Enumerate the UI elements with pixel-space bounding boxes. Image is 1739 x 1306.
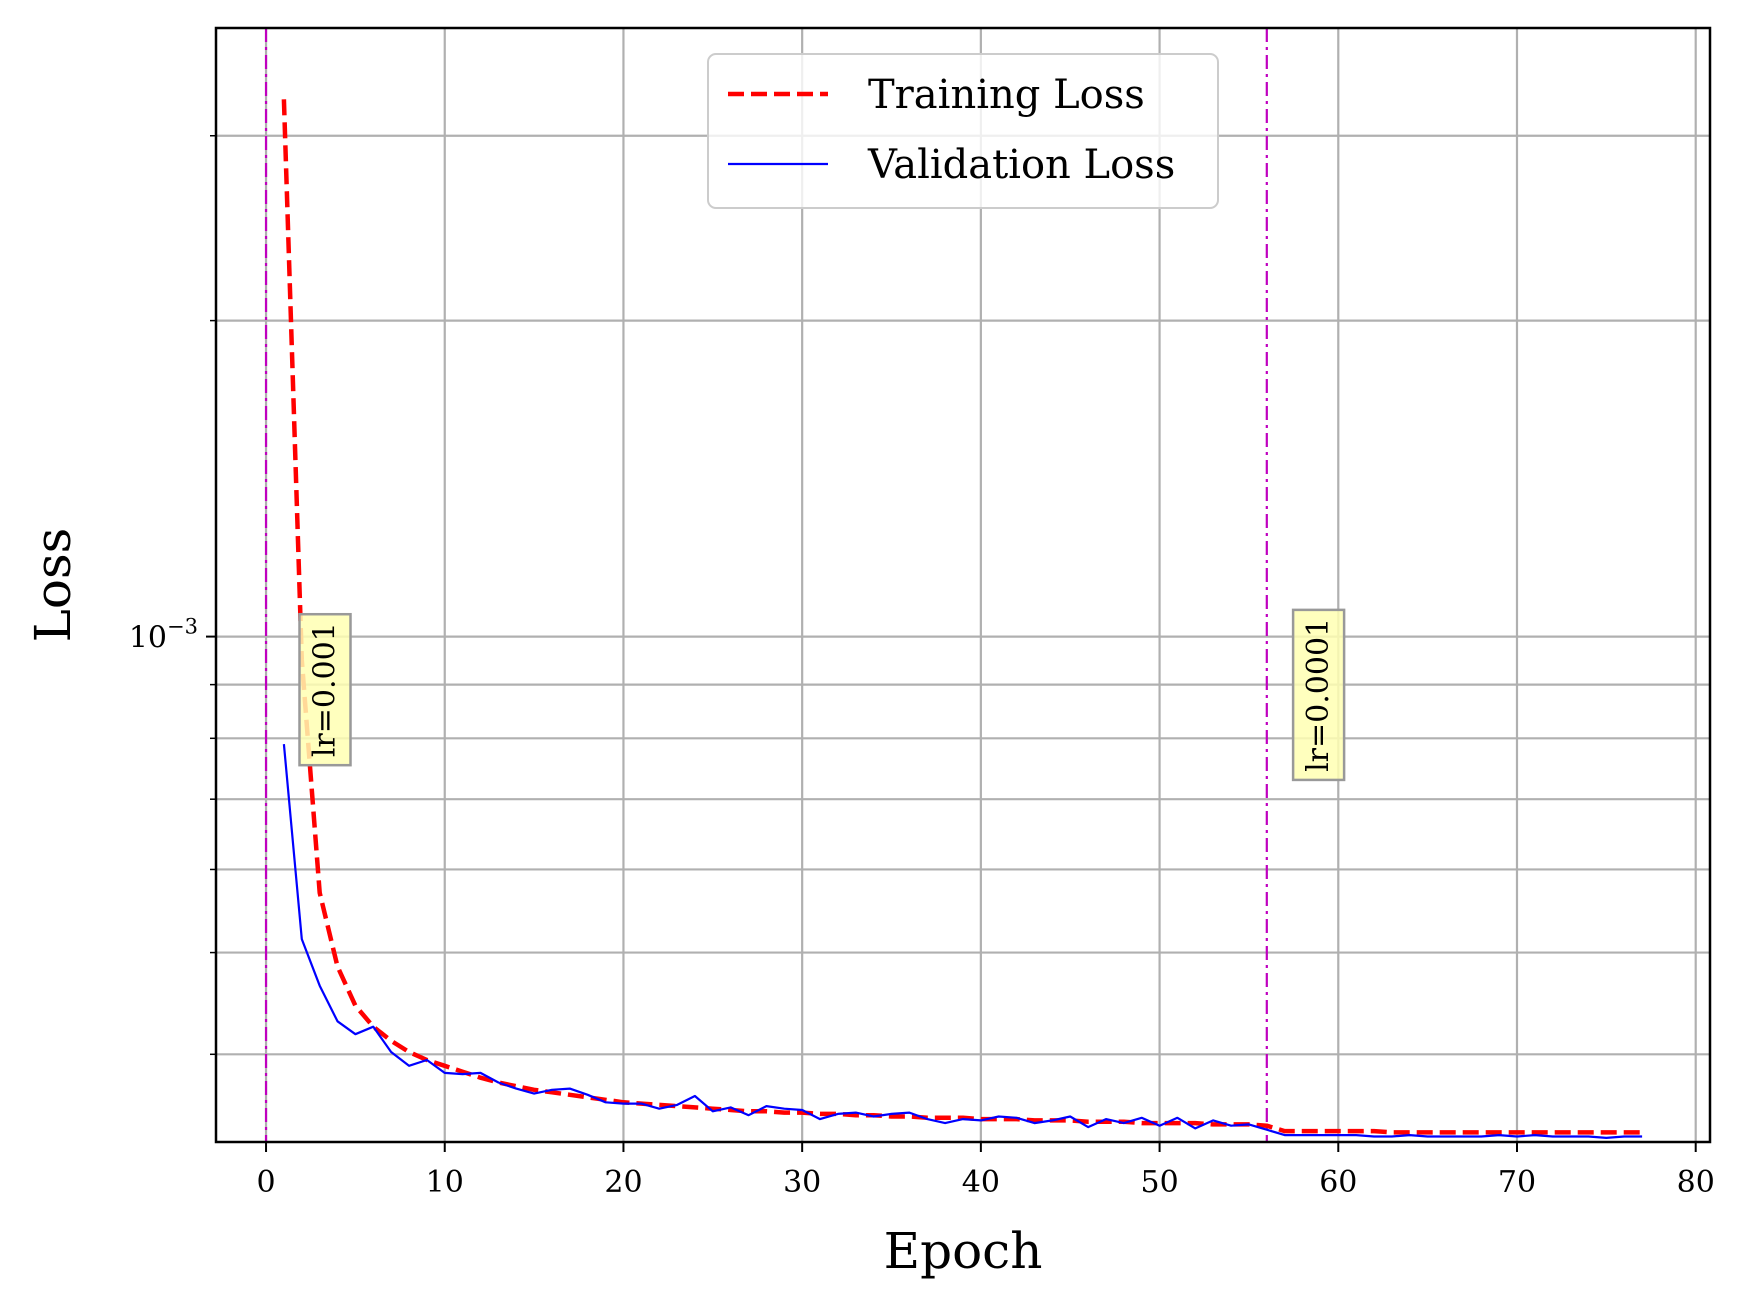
x-tick-label: 80 [1677, 1165, 1715, 1200]
x-tick-label: 70 [1498, 1165, 1536, 1200]
plot-frame [214, 26, 1712, 1144]
grid [216, 28, 1710, 1142]
x-tick-label: 30 [783, 1165, 821, 1200]
annotation-box [1291, 608, 1346, 782]
x-tick-label: 50 [1140, 1165, 1178, 1200]
x-axis-label: Epoch [884, 1222, 1043, 1280]
x-tick-label: 10 [426, 1165, 464, 1200]
lr-change-lines [264, 28, 1268, 1142]
annotations: lr=0.001 lr=0.0001 [298, 608, 1346, 782]
lr-annotation: lr=0.001 [298, 612, 352, 767]
annotation-box [298, 612, 352, 767]
lr-annotation: lr=0.0001 [1291, 608, 1346, 782]
x-axis-ticks: 0 10 20 30 40 50 60 70 80 [256, 1142, 1715, 1200]
y-tick-label-base: 10 [129, 621, 167, 656]
training-loss-line [281, 99, 1643, 1135]
legend-label: Training Loss [868, 72, 1145, 118]
legend: Training Loss Validation Loss [707, 53, 1219, 209]
x-tick-label: 0 [256, 1165, 275, 1200]
y-tick-label-exponent: −3 [167, 615, 198, 639]
y-axis-ticks: 10−3 [129, 135, 216, 1056]
annotation-text: lr=0.001 [308, 622, 343, 757]
annotation-text: lr=0.0001 [1301, 618, 1336, 772]
x-tick-label: 40 [962, 1165, 1000, 1200]
x-tick-label: 20 [604, 1165, 642, 1200]
y-tick-label: 10−3 [129, 615, 198, 656]
x-tick-label: 60 [1319, 1165, 1357, 1200]
y-axis-label: Loss [24, 528, 82, 643]
series-group [281, 99, 1643, 1139]
legend-label: Validation Loss [867, 142, 1175, 188]
legend-box [707, 53, 1219, 209]
validation-loss-line [282, 743, 1643, 1139]
